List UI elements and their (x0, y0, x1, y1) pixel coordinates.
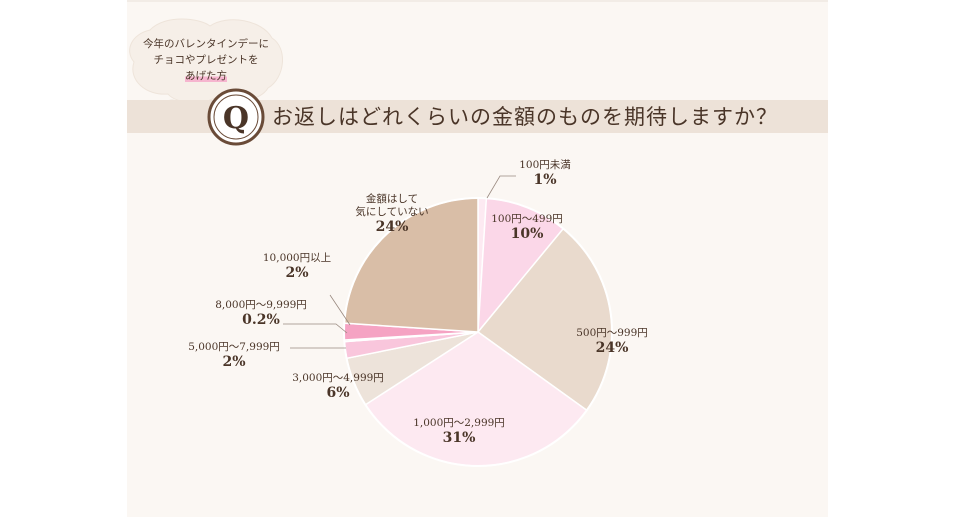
question-title: お返しはどれくらいの金額のものを期待しますか？ (272, 105, 778, 129)
pie-outline (343, 197, 613, 467)
slice-label-value: 31% (443, 430, 476, 446)
q-badge-letter: Q (223, 101, 249, 136)
q-badge-inner-ring (213, 94, 259, 140)
slice-label-value: 1% (533, 172, 556, 188)
leader-line (486, 175, 516, 199)
slice-label-name: 10,000円以上 (263, 252, 331, 264)
slice-label-value: 2% (222, 354, 245, 370)
slice-label-name: 100円未満 (519, 159, 571, 171)
slice-label-name: 1,000円〜2,999円 (413, 417, 505, 429)
slice-label-value: 10% (511, 226, 544, 242)
q-badge-outer-ring (207, 88, 265, 146)
slice-label-value: 6% (326, 385, 349, 401)
slice-label-name: 8,000円〜9,999円 (215, 299, 307, 311)
slice-label-name: 気にしていない (355, 205, 428, 218)
slice-label-value: 24% (596, 340, 629, 356)
leader-line (329, 294, 351, 326)
slice-label-value: 0.2% (242, 312, 280, 328)
bubble-line-2: チョコやプレゼントを (153, 54, 259, 66)
bubble-line-1: 今年のバレンタインデーに (143, 38, 269, 50)
slice-label-value: 24% (376, 219, 409, 235)
slice-label-name: 500円〜999円 (576, 327, 648, 339)
slice-label-name: 金額はして (366, 192, 418, 205)
leader-line (283, 323, 348, 334)
pie-slice (343, 197, 479, 333)
slice-label-name: 100円〜499円 (491, 213, 563, 225)
thought-bubble-text: 今年のバレンタインデーに チョコやプレゼントを あげた方 (132, 36, 280, 84)
slice-label-name: 5,000円〜7,999円 (188, 341, 280, 353)
slice-label-value: 2% (285, 265, 308, 281)
bubble-line-3: あげた方 (185, 70, 227, 82)
slice-label-name: 3,000円〜4,999円 (292, 372, 384, 384)
